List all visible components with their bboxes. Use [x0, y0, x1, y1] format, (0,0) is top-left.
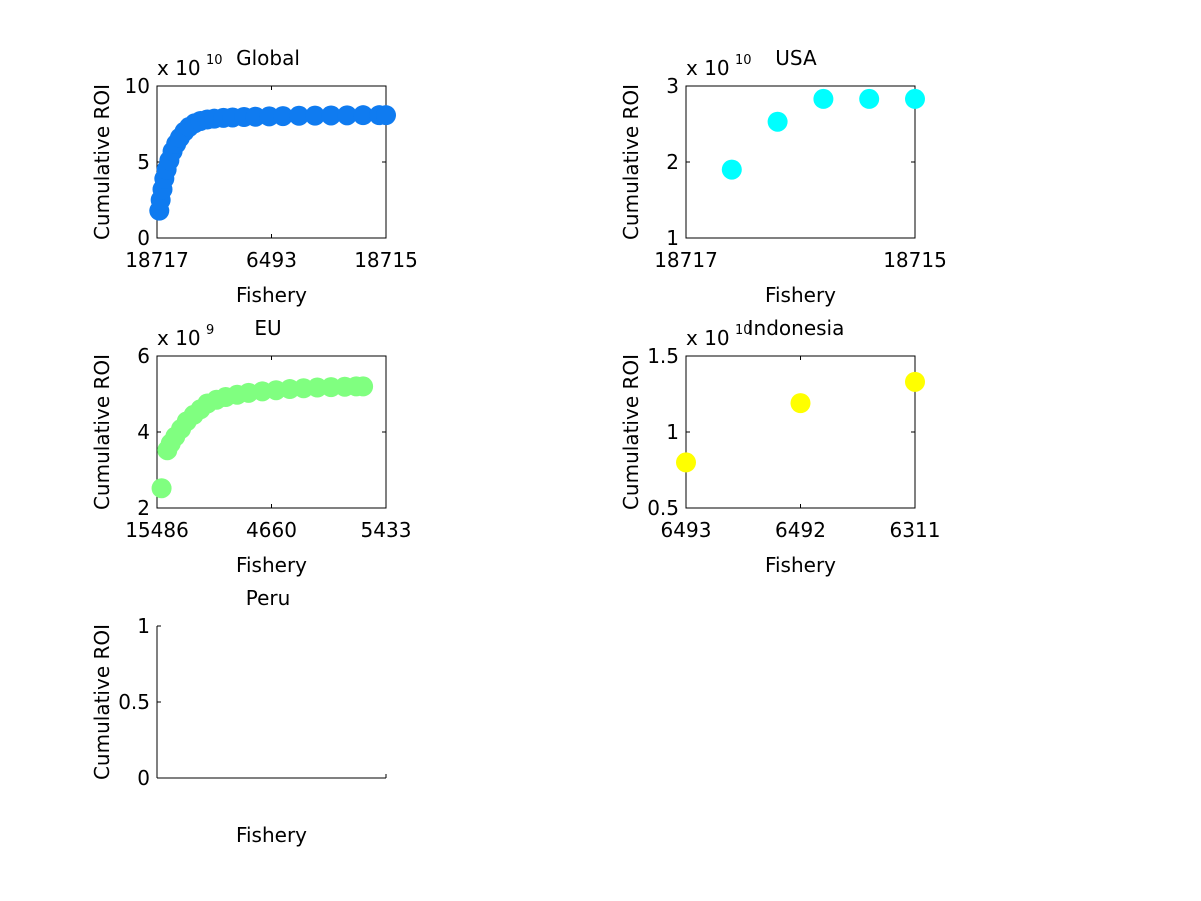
- data-point: [305, 105, 326, 126]
- data-point: [905, 88, 925, 109]
- data-point: [905, 371, 925, 392]
- exponent-power: 9: [206, 323, 214, 338]
- y-tick-label: 2: [137, 496, 150, 520]
- data-point: [151, 478, 172, 499]
- exponent-power: 10: [206, 53, 223, 68]
- x-tick-label: 18715: [883, 248, 947, 272]
- data-point: [859, 88, 880, 109]
- y-tick-label: 0: [137, 226, 150, 250]
- data-point: [353, 376, 374, 397]
- x-tick-label: 18717: [125, 248, 189, 272]
- y-axis-label: Cumulative ROI: [90, 84, 114, 240]
- x-axis-label: Fishery: [765, 283, 836, 307]
- y-axis-label: Cumulative ROI: [619, 354, 643, 510]
- data-point: [721, 159, 742, 180]
- y-axis-label: Cumulative ROI: [619, 84, 643, 240]
- axes-frame: [685, 355, 916, 509]
- y-axis-label: Cumulative ROI: [90, 624, 114, 780]
- axes-title: Peru: [246, 586, 291, 610]
- y-tick-label: 2: [666, 150, 679, 174]
- axes-title: USA: [775, 46, 817, 70]
- exponent-label: x 10: [686, 56, 730, 80]
- y-tick-label: 5: [137, 150, 150, 174]
- data-point: [376, 105, 396, 126]
- y-tick-label: 4: [137, 420, 150, 444]
- axes-title: EU: [254, 316, 281, 340]
- data-point: [272, 106, 293, 127]
- x-tick-label: 18715: [354, 248, 418, 272]
- x-tick-label: 18717: [654, 248, 718, 272]
- y-tick-label: 0: [137, 766, 150, 790]
- x-tick-label: 6311: [890, 518, 941, 542]
- axes-title: Global: [236, 46, 300, 70]
- x-tick-label: 6493: [661, 518, 712, 542]
- data-point: [790, 393, 811, 414]
- subplot-peru: 0 0.5 1 Peru Fishery Cumulative ROI: [90, 586, 387, 847]
- data-point: [288, 105, 309, 126]
- data-point: [321, 105, 342, 126]
- axes-frame: [685, 85, 916, 239]
- data-point: [813, 88, 834, 109]
- x-axis-label: Fishery: [236, 823, 307, 847]
- data-point: [676, 452, 696, 473]
- x-axis-label: Fishery: [236, 283, 307, 307]
- subplot-eu: 2 4 6 15486 4660 5433 EU x 10 9 Fishery Cumulative…: [90, 316, 411, 577]
- exponent-label: x 10: [157, 326, 201, 350]
- x-tick-label: 5433: [361, 518, 412, 542]
- y-tick-label: 1: [666, 420, 679, 444]
- y-tick-label: 10: [125, 74, 150, 98]
- exponent-label: x 10: [686, 326, 730, 350]
- y-tick-label: 3: [666, 74, 679, 98]
- exponent-power: 10: [735, 53, 752, 68]
- x-axis-label: Fishery: [236, 553, 307, 577]
- x-tick-label: 6493: [246, 248, 297, 272]
- data-point: [337, 105, 358, 126]
- subplot-usa: 1 2 3 18717 18715 USA x 10 10 Fishery Cumulative …: [619, 46, 947, 307]
- y-tick-label: 1.5: [647, 344, 679, 368]
- exponent-power: 10: [735, 323, 752, 338]
- y-tick-label: 0.5: [647, 496, 679, 520]
- y-tick-label: 6: [137, 344, 150, 368]
- x-tick-label: 4660: [246, 518, 297, 542]
- subplot-indonesia: 0.5 1 1.5 6493 6492 6311 Indonesia x 10 10 Fisher…: [619, 316, 940, 577]
- data-point: [767, 111, 788, 132]
- y-tick-label: 0.5: [118, 690, 150, 714]
- y-tick-label: 1: [666, 226, 679, 250]
- y-axis-label: Cumulative ROI: [90, 354, 114, 510]
- axes-title: Indonesia: [748, 316, 845, 340]
- x-tick-label: 15486: [125, 518, 189, 542]
- x-axis-label: Fishery: [765, 553, 836, 577]
- exponent-label: x 10: [157, 56, 201, 80]
- subplot-global: 0 5 10 18717 6493 18715 Global x 10 10 Fishery Cum…: [90, 46, 418, 307]
- data-point: [353, 105, 374, 126]
- x-tick-label: 6492: [775, 518, 826, 542]
- y-tick-label: 1: [137, 614, 150, 638]
